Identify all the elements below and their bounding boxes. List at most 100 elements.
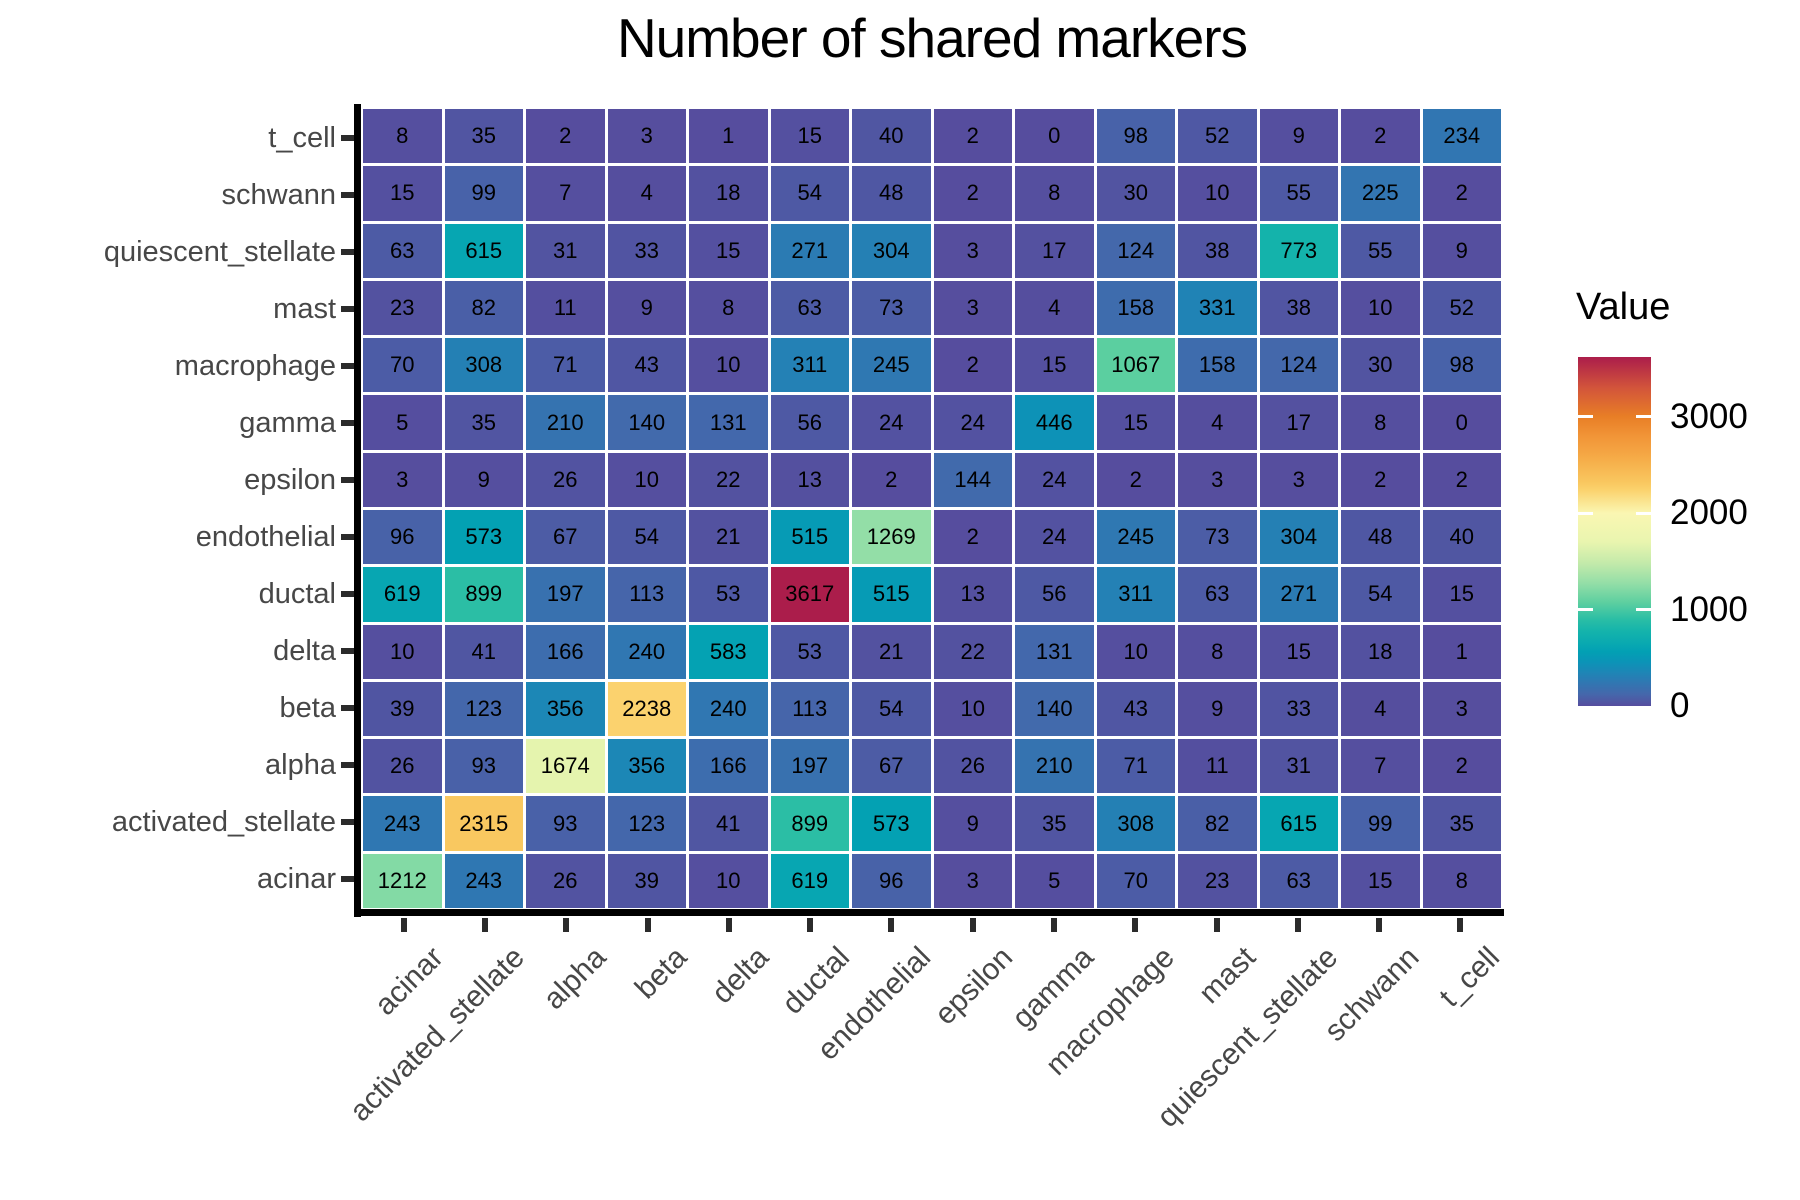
x-tick-mark — [481, 918, 488, 932]
heatmap-cell: 11 — [1178, 739, 1257, 794]
heatmap-cell: 26 — [526, 452, 605, 507]
legend-tick-mark — [1578, 608, 1593, 611]
heatmap-cell: 5 — [1015, 853, 1094, 908]
legend-tick-mark — [1578, 511, 1593, 515]
heatmap-cell: 619 — [363, 567, 442, 622]
heatmap-cell: 9 — [444, 452, 523, 507]
heatmap-cell: 573 — [444, 509, 523, 565]
heatmap-cell: 10 — [1341, 280, 1420, 336]
heatmap-cell: 8 — [1341, 395, 1420, 450]
heatmap-cell: 43 — [607, 338, 686, 393]
heatmap-cell: 26 — [363, 739, 442, 794]
heatmap-cell: 41 — [689, 796, 768, 851]
heatmap-cell: 15 — [770, 109, 849, 164]
heatmap-cell: 15 — [1341, 853, 1420, 908]
heatmap-cell: 11 — [526, 280, 605, 336]
heatmap-cell: 1212 — [363, 853, 442, 908]
heatmap-cell: 2 — [933, 509, 1012, 565]
heatmap-cell: 67 — [526, 509, 605, 565]
heatmap-cell: 96 — [852, 853, 931, 908]
heatmap-cell: 356 — [607, 739, 686, 794]
y-axis-label: delta — [273, 635, 336, 668]
heatmap-cell: 33 — [607, 223, 686, 278]
heatmap-cell: 140 — [607, 395, 686, 450]
heatmap-cell: 166 — [526, 624, 605, 679]
heatmap-cell: 53 — [689, 567, 768, 622]
heatmap-cell: 158 — [1178, 338, 1257, 393]
y-tick-mark — [341, 591, 354, 598]
heatmap-cell: 2 — [933, 166, 1012, 221]
y-tick-mark — [341, 648, 354, 655]
heatmap-cell: 71 — [526, 338, 605, 393]
heatmap-cell: 243 — [444, 853, 523, 908]
heatmap-cell: 40 — [1422, 509, 1501, 565]
heatmap-cell: 73 — [852, 280, 931, 336]
heatmap-cell: 8 — [1015, 166, 1094, 221]
heatmap-cell: 1269 — [852, 509, 931, 565]
x-tick-mark — [1457, 918, 1464, 932]
heatmap-cell: 96 — [363, 509, 442, 565]
heatmap-cell: 0 — [1422, 395, 1501, 450]
x-axis-label: epsilon — [928, 940, 1019, 1032]
x-tick-mark — [1132, 918, 1139, 932]
heatmap-cell: 24 — [1015, 509, 1094, 565]
heatmap-cell: 10 — [1096, 624, 1175, 679]
legend-tick-mark — [1636, 415, 1651, 419]
x-tick-mark — [1294, 918, 1301, 932]
y-axis-label: beta — [279, 692, 336, 725]
heatmap-cell: 93 — [444, 739, 523, 794]
heatmap-cell: 82 — [1178, 796, 1257, 851]
heatmap-cell: 33 — [1259, 681, 1338, 737]
heatmap-cell: 271 — [770, 223, 849, 278]
heatmap-cell: 67 — [852, 739, 931, 794]
heatmap-cell: 63 — [363, 223, 442, 278]
heatmap-cell: 271 — [1259, 567, 1338, 622]
heatmap-cell: 21 — [852, 624, 931, 679]
heatmap-cell: 98 — [1096, 109, 1175, 164]
heatmap-cell: 2315 — [444, 796, 523, 851]
heatmap-cell: 17 — [1015, 223, 1094, 278]
heatmap-cell: 3 — [933, 853, 1012, 908]
heatmap-cell: 56 — [770, 395, 849, 450]
heatmap-cell: 52 — [1178, 109, 1257, 164]
heatmap-cell: 619 — [770, 853, 849, 908]
heatmap-cell: 773 — [1259, 223, 1338, 278]
heatmap-cell: 4 — [1178, 395, 1257, 450]
heatmap-cell: 24 — [1015, 452, 1094, 507]
heatmap-cell: 308 — [1096, 796, 1175, 851]
heatmap-cell: 3 — [363, 452, 442, 507]
heatmap-cell: 10 — [689, 338, 768, 393]
heatmap-cell: 123 — [607, 796, 686, 851]
heatmap-cell: 4 — [607, 166, 686, 221]
heatmap-cell: 3 — [607, 109, 686, 164]
heatmap-cell: 2 — [1422, 739, 1501, 794]
legend-tick-mark — [1636, 608, 1651, 611]
y-axis-line — [354, 104, 361, 917]
heatmap-cell: 98 — [1422, 338, 1501, 393]
heatmap-cell: 9 — [1259, 109, 1338, 164]
x-tick-mark — [725, 918, 732, 932]
heatmap-cell: 35 — [444, 109, 523, 164]
heatmap-cell: 8 — [689, 280, 768, 336]
heatmap-cell: 10 — [689, 853, 768, 908]
heatmap-cell: 1674 — [526, 739, 605, 794]
y-axis-label: t_cell — [268, 121, 336, 154]
heatmap-cell: 30 — [1096, 166, 1175, 221]
heatmap-grid: 8 35 2 3 1 15 40 2 0 98 52 9 2 234 15 99 7 4 18 54 48 2 8 30 10 5… — [363, 109, 1501, 908]
y-tick-mark — [341, 134, 354, 141]
y-tick-mark — [341, 248, 354, 255]
heatmap-cell: 15 — [1015, 338, 1094, 393]
y-axis-label: quiescent_stellate — [103, 235, 336, 268]
x-axis-label: delta — [705, 940, 775, 1011]
heatmap-cell: 71 — [1096, 739, 1175, 794]
heatmap-cell: 245 — [852, 338, 931, 393]
heatmap-cell: 234 — [1422, 109, 1501, 164]
y-axis-label: schwann — [221, 178, 336, 211]
legend-colorbar — [1578, 357, 1651, 706]
heatmap-cell: 10 — [363, 624, 442, 679]
heatmap-cell: 40 — [852, 109, 931, 164]
heatmap-cell: 2 — [1422, 452, 1501, 507]
heatmap-cell: 10 — [1178, 166, 1257, 221]
heatmap-cell: 515 — [852, 567, 931, 622]
heatmap-cell: 8 — [1422, 853, 1501, 908]
